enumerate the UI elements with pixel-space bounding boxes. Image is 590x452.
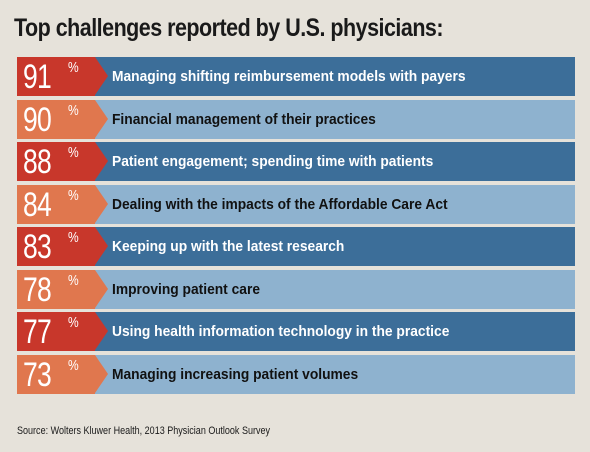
challenge-row: 84% Dealing with the impacts of the Affor… bbox=[17, 184, 575, 224]
challenge-row: 83% Keeping up with the latest research bbox=[17, 227, 575, 266]
challenge-label: Managing shifting reimbursement models w… bbox=[112, 68, 466, 85]
pointer-arrow bbox=[95, 269, 108, 308]
challenge-row: 78% Improving patient care bbox=[17, 269, 575, 309]
challenge-row: 91% Managing shifting reimbursement model… bbox=[17, 57, 575, 96]
percent-value: 88 bbox=[23, 143, 52, 181]
pointer-arrow bbox=[95, 354, 108, 393]
percent-box: 77% bbox=[17, 312, 95, 351]
percent-value: 91 bbox=[23, 58, 52, 96]
chart-title: Top challenges reported by U.S. physicia… bbox=[14, 14, 444, 42]
percent-box: 91% bbox=[17, 57, 95, 96]
challenge-bar bbox=[95, 227, 575, 266]
challenge-row: 77% Using health information technology i… bbox=[17, 312, 575, 351]
percent-sign: % bbox=[68, 186, 79, 204]
challenge-bar bbox=[95, 354, 575, 394]
percent-sign: % bbox=[68, 314, 79, 331]
percent-sign: % bbox=[68, 101, 79, 119]
percent-value: 73 bbox=[23, 355, 52, 394]
challenge-row: 88% Patient engagement; spending time wit… bbox=[17, 142, 575, 181]
challenge-list: 91% Managing shifting reimbursement model… bbox=[17, 57, 575, 397]
challenge-label: Using health information technology in t… bbox=[112, 323, 450, 340]
percent-box: 84% bbox=[17, 184, 95, 224]
challenge-bar bbox=[95, 57, 575, 96]
challenge-bar bbox=[95, 184, 575, 224]
pointer-arrow bbox=[95, 99, 108, 138]
percent-value: 78 bbox=[23, 270, 52, 309]
challenge-label: Financial management of their practices bbox=[112, 110, 376, 128]
percent-sign: % bbox=[68, 356, 79, 374]
percent-value: 77 bbox=[23, 313, 52, 351]
challenge-label: Improving patient care bbox=[112, 280, 261, 298]
percent-value: 83 bbox=[23, 228, 52, 266]
percent-box: 90% bbox=[17, 99, 95, 139]
percent-box: 73% bbox=[17, 354, 95, 394]
source-note: Source: Wolters Kluwer Health, 2013 Phys… bbox=[17, 425, 271, 437]
challenge-label: Keeping up with the latest research bbox=[112, 238, 345, 255]
percent-box: 83% bbox=[17, 227, 95, 266]
challenge-label: Patient engagement; spending time with p… bbox=[112, 153, 434, 170]
percent-value: 84 bbox=[23, 185, 52, 224]
percent-value: 90 bbox=[23, 100, 52, 139]
pointer-arrow bbox=[95, 312, 108, 350]
challenge-row: 73% Managing increasing patient volumes bbox=[17, 354, 575, 394]
pointer-arrow bbox=[95, 57, 108, 95]
pointer-arrow bbox=[95, 184, 108, 223]
challenge-label: Managing increasing patient volumes bbox=[112, 365, 359, 383]
percent-sign: % bbox=[68, 59, 79, 76]
percent-box: 88% bbox=[17, 142, 95, 181]
challenge-bar bbox=[95, 312, 575, 351]
pointer-arrow bbox=[95, 142, 108, 180]
challenge-row: 90% Financial management of their practic… bbox=[17, 99, 575, 139]
challenge-bar bbox=[95, 99, 575, 139]
challenge-bar bbox=[95, 142, 575, 181]
percent-sign: % bbox=[68, 144, 79, 161]
percent-box: 78% bbox=[17, 269, 95, 309]
percent-sign: % bbox=[68, 229, 79, 246]
challenge-bar bbox=[95, 269, 575, 309]
pointer-arrow bbox=[95, 227, 108, 265]
challenge-label: Dealing with the impacts of the Affordab… bbox=[112, 195, 448, 213]
percent-sign: % bbox=[68, 271, 79, 289]
